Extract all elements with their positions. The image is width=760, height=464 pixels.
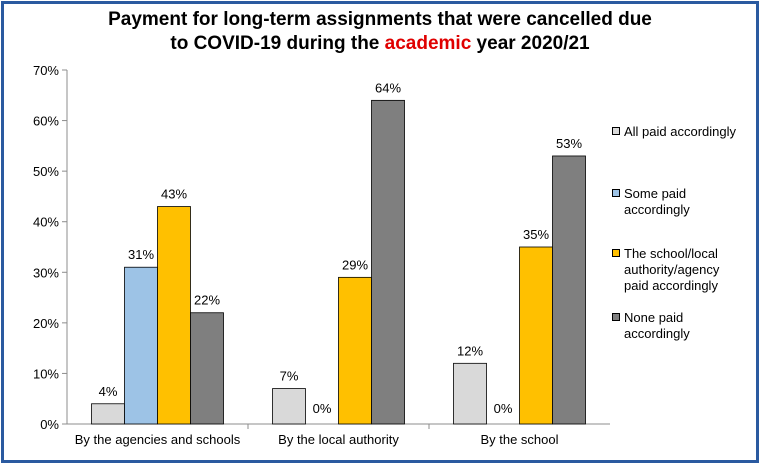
bar: [190, 312, 224, 425]
x-category-label: By the local authority: [278, 432, 399, 447]
bar-value-label: 64%: [375, 80, 401, 95]
y-tick-label: 30%: [33, 265, 59, 280]
legend-label-school-paid: The school/local authority/agency paid a…: [624, 246, 720, 293]
y-tick-label: 0%: [40, 417, 59, 432]
title-line-1: Payment for long-term assignments that w…: [108, 9, 652, 30]
legend-swatch-all-paid: [612, 127, 620, 135]
bar: [519, 246, 553, 425]
legend-label-all-paid: All paid accordingly: [624, 124, 737, 139]
legend-item-none-paid: None paid accordingly: [612, 310, 690, 342]
y-tick-label: 40%: [33, 215, 59, 230]
bar: [552, 155, 586, 425]
title-line-2: to COVID-19 during the academic year 202…: [0, 32, 760, 56]
title-line-2-end: year 2020/21: [471, 33, 590, 54]
bar-value-label: 22%: [194, 293, 220, 308]
bar: [338, 276, 372, 425]
bar-value-label: 12%: [457, 343, 483, 358]
x-category-label: By the agencies and schools: [75, 432, 241, 447]
bar: [124, 266, 158, 425]
y-tick-label: 60%: [33, 114, 59, 129]
legend-item-school-paid: The school/local authority/agency paid a…: [612, 246, 720, 294]
chart-title: Payment for long-term assignments that w…: [0, 8, 760, 56]
x-category-label: By the school: [480, 432, 558, 447]
y-tick-label: 20%: [33, 316, 59, 331]
bar: [157, 206, 191, 425]
title-highlight: academic: [384, 33, 472, 54]
bar-value-label: 7%: [280, 369, 299, 384]
bar-value-label: 0%: [313, 401, 332, 416]
legend-swatch-none-paid: [612, 313, 620, 321]
legend-swatch-some-paid: [612, 189, 620, 197]
y-tick-label: 70%: [33, 63, 59, 78]
legend-swatch-school-paid: [612, 249, 620, 257]
bar-value-label: 43%: [161, 187, 187, 202]
legend-label-none-paid: None paid accordingly: [624, 310, 690, 341]
bar-value-label: 4%: [99, 384, 118, 399]
legend-item-all-paid: All paid accordingly: [612, 124, 737, 140]
bar-value-label: 0%: [494, 401, 513, 416]
title-line-2-start: to COVID-19 during the: [170, 33, 385, 54]
y-tick-label: 50%: [33, 164, 59, 179]
bar: [453, 362, 487, 425]
legend-label-some-paid: Some paid accordingly: [624, 186, 690, 217]
y-tick-label: 10%: [33, 366, 59, 381]
bar-value-label: 31%: [128, 247, 154, 262]
bar: [371, 99, 405, 425]
bar: [272, 388, 306, 425]
legend-item-some-paid: Some paid accordingly: [612, 186, 690, 218]
bar: [91, 403, 125, 425]
bar-value-label: 35%: [523, 227, 549, 242]
bar-value-label: 53%: [556, 136, 582, 151]
bar-value-label: 29%: [342, 257, 368, 272]
